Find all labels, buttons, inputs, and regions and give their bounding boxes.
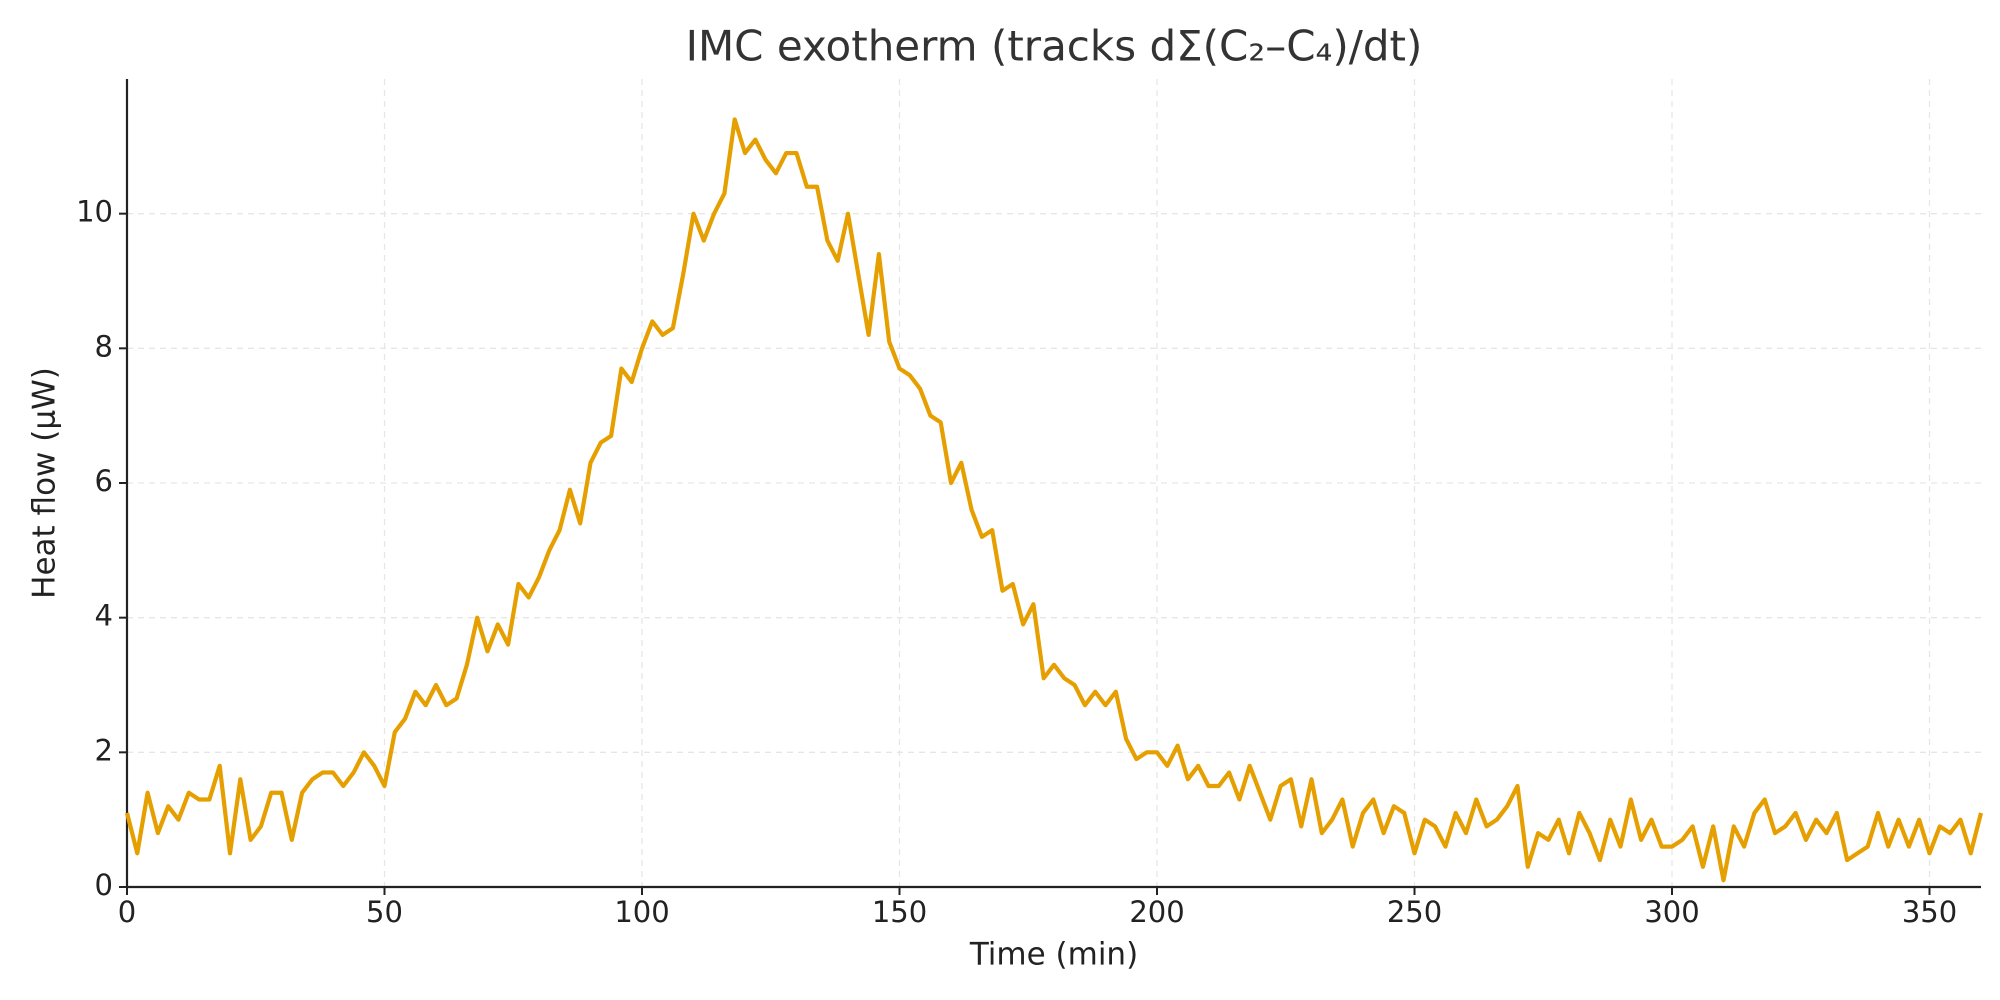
y-tick-label: 8 (95, 329, 113, 363)
x-tick-label: 250 (1387, 895, 1442, 929)
x-axis-title: Time (min) (969, 937, 1138, 973)
x-tick-label: 100 (614, 895, 669, 929)
x-tick-label: 300 (1644, 895, 1699, 929)
y-axis-title: Heat flow (μW) (27, 367, 63, 599)
y-tick-label: 10 (76, 195, 113, 229)
x-tick-label: 50 (366, 895, 403, 929)
y-tick-label: 6 (95, 464, 113, 498)
x-tick-label: 200 (1129, 895, 1184, 929)
x-tick-label: 0 (118, 895, 136, 929)
y-tick-label: 4 (95, 599, 113, 633)
data-line (124, 117, 1984, 883)
y-tick-label: 2 (95, 733, 113, 767)
chart-title: IMC exotherm (tracks dΣ(C₂–C₄)/dt) (686, 22, 1423, 71)
x-tick-label: 150 (872, 895, 927, 929)
x-tick-label: 350 (1902, 895, 1957, 929)
y-tick-label: 0 (95, 868, 113, 902)
